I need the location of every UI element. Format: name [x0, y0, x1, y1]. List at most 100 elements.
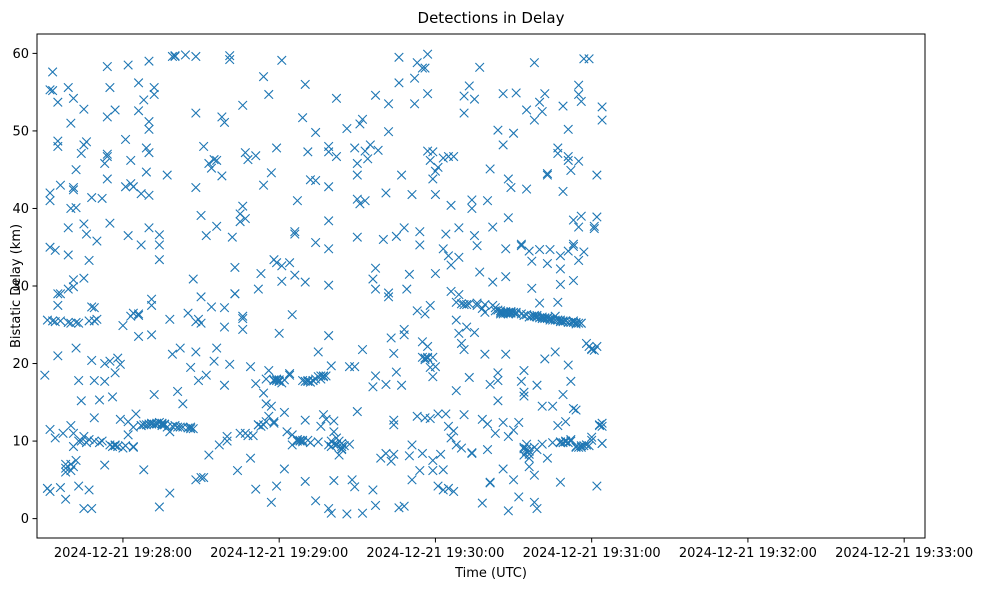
data-point — [271, 375, 282, 386]
data-point — [461, 322, 472, 332]
data-point — [469, 230, 480, 241]
data-point — [284, 258, 295, 268]
data-point — [55, 482, 66, 493]
data-point — [537, 401, 547, 411]
data-point — [79, 503, 89, 514]
data-point — [355, 199, 365, 209]
data-point — [475, 62, 485, 73]
data-point — [490, 428, 501, 439]
data-point — [446, 433, 456, 443]
data-point — [68, 461, 79, 472]
data-point — [529, 497, 540, 508]
data-point — [329, 416, 339, 426]
data-point — [144, 147, 154, 158]
data-point — [448, 151, 459, 162]
data-point — [477, 498, 487, 508]
data-point — [386, 333, 396, 343]
marker-layer — [40, 49, 607, 519]
data-point — [154, 502, 165, 512]
data-point — [230, 289, 240, 299]
data-point — [378, 234, 389, 245]
data-point — [146, 300, 157, 311]
data-point — [586, 432, 597, 442]
data-point — [542, 313, 553, 324]
data-point — [55, 289, 66, 299]
y-tick-label: 50 — [12, 124, 29, 139]
data-point — [428, 455, 438, 466]
data-point — [63, 82, 73, 93]
data-point — [79, 431, 89, 442]
data-point — [448, 486, 459, 497]
data-point — [196, 318, 206, 328]
data-point — [404, 269, 415, 280]
data-point — [73, 481, 84, 491]
data-point — [238, 313, 248, 324]
data-point — [521, 105, 532, 115]
data-point — [493, 396, 503, 406]
data-point — [441, 229, 451, 239]
data-point — [521, 184, 532, 194]
data-point — [506, 182, 516, 193]
data-point — [50, 245, 60, 256]
data-point — [63, 250, 73, 260]
data-point — [162, 170, 172, 180]
data-point — [92, 236, 102, 246]
data-point — [264, 89, 274, 100]
data-point — [428, 465, 438, 476]
data-point — [81, 229, 92, 239]
data-point — [303, 147, 313, 157]
data-point — [284, 368, 295, 379]
data-point — [459, 344, 469, 355]
data-point — [310, 175, 321, 186]
data-point — [269, 417, 279, 427]
data-point — [196, 472, 206, 483]
data-point — [266, 401, 277, 411]
data-point — [84, 485, 94, 495]
data-point — [196, 292, 206, 302]
data-point — [469, 94, 480, 104]
data-point — [329, 475, 339, 486]
data-point — [597, 102, 607, 112]
data-point — [58, 428, 68, 439]
data-point — [566, 434, 576, 445]
data-point — [222, 431, 232, 442]
data-point — [415, 465, 425, 476]
data-point — [597, 418, 607, 428]
data-point — [154, 230, 165, 240]
data-point — [141, 143, 152, 153]
data-point — [389, 420, 399, 430]
data-point — [331, 151, 342, 162]
data-point — [209, 154, 219, 165]
data-point — [68, 182, 79, 193]
data-point — [316, 421, 326, 432]
data-point — [560, 417, 571, 427]
data-point — [238, 201, 248, 211]
data-point — [45, 85, 55, 95]
data-point — [370, 371, 381, 381]
data-point — [415, 227, 425, 237]
data-point — [94, 437, 105, 448]
data-point — [365, 140, 376, 150]
data-point — [334, 450, 344, 460]
data-point — [149, 419, 159, 429]
data-point — [503, 431, 514, 442]
data-point — [579, 247, 589, 257]
data-point — [568, 275, 579, 286]
data-point — [586, 344, 597, 355]
data-point — [503, 506, 514, 516]
data-point — [459, 91, 469, 101]
data-point — [144, 190, 154, 200]
data-point — [428, 372, 438, 382]
data-point — [323, 330, 334, 341]
data-point — [144, 56, 154, 66]
data-point — [443, 251, 454, 261]
data-point — [253, 284, 264, 294]
data-point — [47, 85, 58, 96]
data-point — [446, 286, 456, 297]
x-axis-ticks: 2024-12-21 19:28:00 2024-12-21 19:29:00 20… — [54, 538, 973, 561]
data-point — [235, 216, 245, 227]
data-point — [144, 124, 154, 135]
data-point — [469, 327, 480, 338]
data-point — [118, 320, 128, 331]
plot-frame — [36, 33, 926, 539]
